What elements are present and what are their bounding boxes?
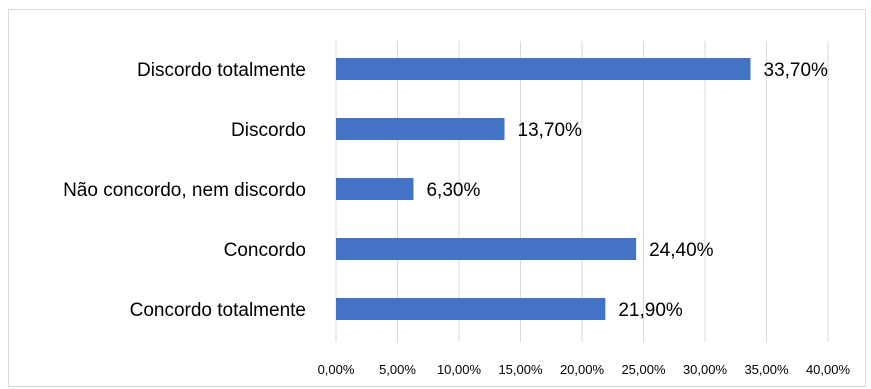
x-tick-label: 20,00% xyxy=(560,362,605,377)
bar xyxy=(336,58,751,80)
x-tick-label: 10,00% xyxy=(437,362,482,377)
category-label: Discordo xyxy=(231,120,306,141)
x-tick-label: 40,00% xyxy=(806,362,851,377)
category-label: Discordo totalmente xyxy=(137,60,306,81)
data-label: 13,70% xyxy=(518,120,583,141)
category-label: Concordo xyxy=(224,240,306,261)
x-tick-label: 15,00% xyxy=(498,362,543,377)
bar xyxy=(336,298,606,320)
x-tick-label: 25,00% xyxy=(621,362,666,377)
category-label: Concordo totalmente xyxy=(130,300,306,321)
bar xyxy=(336,118,505,140)
category-label: Não concordo, nem discordo xyxy=(63,180,306,201)
data-label: 24,40% xyxy=(649,240,714,261)
x-tick-label: 30,00% xyxy=(683,362,728,377)
bar xyxy=(336,238,637,260)
data-label: 21,90% xyxy=(618,300,683,321)
data-label: 6,30% xyxy=(426,180,480,201)
x-tick-label: 0,00% xyxy=(318,362,355,377)
data-label: 33,70% xyxy=(764,60,829,81)
x-tick-label: 35,00% xyxy=(744,362,789,377)
gridlines xyxy=(335,41,829,342)
bar xyxy=(336,178,414,200)
x-tick-label: 5,00% xyxy=(379,362,416,377)
